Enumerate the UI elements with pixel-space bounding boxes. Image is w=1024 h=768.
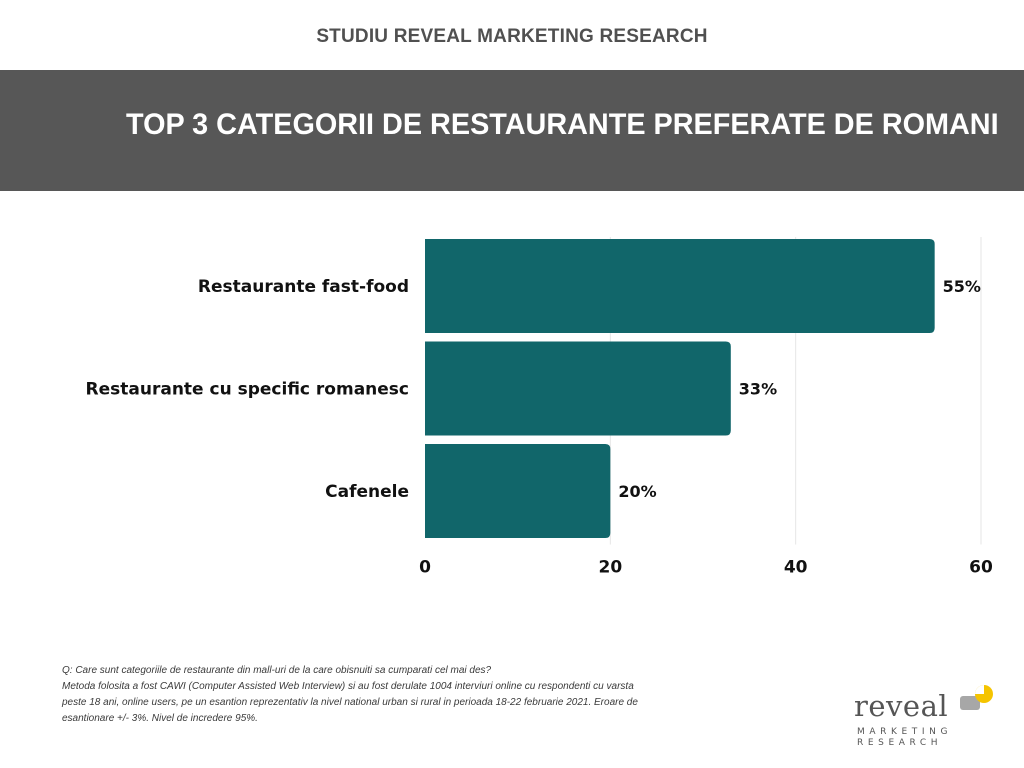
x-tick-label: 40 xyxy=(784,558,808,578)
x-tick-label: 20 xyxy=(598,558,622,578)
value-label: 33% xyxy=(739,380,777,399)
x-tick-label: 0 xyxy=(419,558,431,578)
logo-subline: MARKETING xyxy=(857,727,953,737)
bar xyxy=(425,239,935,333)
value-label: 55% xyxy=(943,277,981,296)
category-label: Restaurante cu specific romanesc xyxy=(86,380,409,400)
logo-wordmark: reveal xyxy=(854,689,949,723)
value-label: 20% xyxy=(618,482,656,501)
footnote-line: Metoda folosita a fost CAWI (Computer As… xyxy=(62,681,634,692)
logo-subline: RESEARCH xyxy=(857,738,943,748)
footnote-line: esantionare +/- 3%. Nivel de incredere 9… xyxy=(62,713,258,724)
title-banner: TOP 3 CATEGORII DE RESTAURANTE PREFERATE… xyxy=(0,70,1024,191)
study-title: STUDIU REVEAL MARKETING RESEARCH xyxy=(316,26,708,47)
x-axis-ticks: 0 20 40 60 xyxy=(419,558,993,578)
footnote-line: peste 18 ani, online users, pe un esanti… xyxy=(62,697,638,708)
chart-title: TOP 3 CATEGORII DE RESTAURANTE PREFERATE… xyxy=(126,108,999,141)
category-label: Restaurante fast-food xyxy=(198,277,409,297)
bar xyxy=(425,444,611,538)
bars xyxy=(425,239,935,538)
logo-mark-icon xyxy=(960,685,993,710)
bar-chart: Restaurante fast-food Restaurante cu spec… xyxy=(86,237,993,578)
methodology-footnote: Q: Care sunt categoriile de restaurante … xyxy=(62,663,702,727)
bar xyxy=(425,341,731,436)
reveal-logo: reveal MARKETING RESEARCH xyxy=(852,683,1002,753)
value-labels: 55% 33% 20% xyxy=(618,277,981,501)
category-labels: Restaurante fast-food Restaurante cu spec… xyxy=(86,277,409,502)
x-tick-label: 60 xyxy=(969,558,993,578)
footnote-line: Q: Care sunt categoriile de restaurante … xyxy=(62,665,492,676)
category-label: Cafenele xyxy=(325,482,409,502)
